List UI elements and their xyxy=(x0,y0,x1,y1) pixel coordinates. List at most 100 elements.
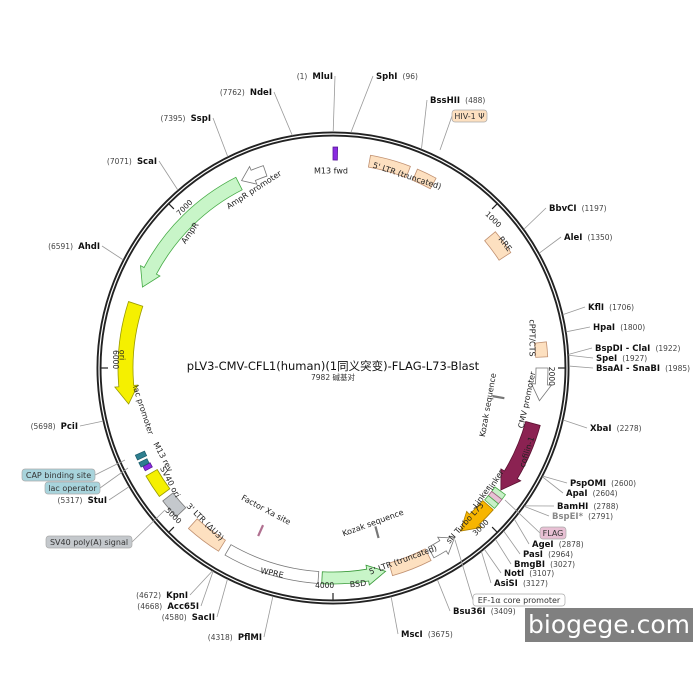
5-ltr-truncated-feature[interactable] xyxy=(367,154,411,179)
restriction-site-xbai[interactable]: XbaI (2278) xyxy=(590,424,642,434)
restriction-site-sspi[interactable]: (7395) SspI xyxy=(161,114,211,124)
restriction-site-spei[interactable]: SpeI (1927) xyxy=(596,354,647,364)
site-position: (3127) xyxy=(523,579,548,588)
site-name: ApaI xyxy=(566,489,588,499)
site-leader-line xyxy=(566,326,591,333)
restriction-site-scai[interactable]: (7071) ScaI xyxy=(107,157,157,167)
restriction-site-kpni[interactable]: (4672) KpnI xyxy=(136,591,188,601)
feature-label-cmv-promoter[interactable]: CMV promoter xyxy=(517,370,538,429)
sv40-ori-feature[interactable] xyxy=(145,468,171,498)
site-position: (3675) xyxy=(428,630,453,639)
restriction-site-sphi[interactable]: SphI (96) xyxy=(376,72,418,82)
callout-box[interactable] xyxy=(21,468,96,482)
restriction-site-kfli[interactable]: KflI (1706) xyxy=(588,303,634,313)
ef1a-core-promoter-feature[interactable] xyxy=(427,536,455,559)
restriction-site-acc65i[interactable]: (4668) Acc65I xyxy=(137,602,199,612)
restriction-site-bbvci[interactable]: BbvCI (1197) xyxy=(549,204,607,214)
restriction-site-agei[interactable]: AgeI (2878) xyxy=(532,540,584,550)
feature-label-factor-xa-site[interactable]: Factor Xa site xyxy=(240,493,292,527)
5-ltr-truncated-2-feature[interactable] xyxy=(388,548,432,577)
site-position: (3027) xyxy=(550,560,575,569)
restriction-site-ndei[interactable]: (7762) NdeI xyxy=(220,88,272,98)
factor-xa-site-mark[interactable] xyxy=(257,524,265,537)
restriction-site-bsshii[interactable]: BssHII (488) xyxy=(430,96,485,106)
restriction-site-mlui[interactable]: (1) MluI xyxy=(297,72,333,82)
sn-turbo-l73-feature[interactable] xyxy=(459,499,494,532)
restriction-site-bmgbi[interactable]: BmgBI (3027) xyxy=(514,560,575,570)
site-position: (3409) xyxy=(491,607,516,616)
callout-box[interactable] xyxy=(44,481,101,495)
callout-leader-line xyxy=(439,115,453,151)
restriction-site-pcii[interactable]: (5698) PciI xyxy=(31,422,78,432)
m13-rev-feature[interactable] xyxy=(142,462,153,472)
site-leader-line xyxy=(483,548,502,574)
ampr-promoter-feature[interactable] xyxy=(240,165,268,185)
linker-2-feature[interactable] xyxy=(484,495,499,509)
hiv-1-psi-feature[interactable] xyxy=(412,168,437,190)
callout-box[interactable] xyxy=(539,526,567,540)
site-name: KflI xyxy=(588,303,604,313)
tick-mark xyxy=(491,203,498,210)
bsd-feature[interactable] xyxy=(321,564,387,586)
lac-operator-feature[interactable] xyxy=(138,458,150,468)
3-ltr-feature[interactable] xyxy=(187,518,226,552)
wpre-feature[interactable] xyxy=(224,544,320,584)
restriction-site-pspomi[interactable]: PspOMI (2600) xyxy=(570,479,636,489)
site-position: (96) xyxy=(403,72,418,81)
site-name: NdeI xyxy=(250,88,272,98)
callout-label: lac operator xyxy=(48,484,97,493)
feature-label-kozak-sequence[interactable]: Kozak sequence xyxy=(478,372,498,437)
site-position: (7071) xyxy=(107,157,132,166)
restriction-site-pflmi[interactable]: (4318) PflMI xyxy=(208,633,262,643)
callout-box[interactable] xyxy=(45,535,133,549)
restriction-site-bspei-[interactable]: BspEI* (2791) xyxy=(552,512,613,522)
cppt-cts-feature[interactable] xyxy=(534,341,549,358)
restriction-site-apai[interactable]: ApaI (2604) xyxy=(566,489,618,499)
site-leader-line xyxy=(216,578,228,618)
site-position: (1706) xyxy=(609,303,634,312)
restriction-site-pasi[interactable]: PasI (2964) xyxy=(523,550,573,560)
restriction-site-bamhi[interactable]: BamHI (2788) xyxy=(557,502,618,512)
kozak-sequence-2-mark[interactable] xyxy=(374,526,380,539)
cmv-promoter-feature[interactable] xyxy=(530,367,553,402)
restriction-site-msci[interactable]: MscI (3675) xyxy=(401,630,453,640)
kozak-sequence-mark[interactable] xyxy=(492,395,505,400)
site-leader-line xyxy=(568,365,594,369)
restriction-site-asisi[interactable]: AsiSI (3127) xyxy=(494,579,548,589)
rre-feature[interactable] xyxy=(484,231,512,261)
ampr-feature[interactable] xyxy=(140,176,243,288)
site-leader-line xyxy=(523,207,547,230)
site-name: StuI xyxy=(88,496,107,506)
callout-box[interactable] xyxy=(451,109,488,123)
restriction-site-ahdi[interactable]: (6591) AhdI xyxy=(48,242,100,252)
feature-label-bsd[interactable]: BSD xyxy=(349,579,366,589)
restriction-site-bsu36i[interactable]: Bsu36I (3409) xyxy=(453,607,516,617)
feature-label-m13-fwd[interactable]: M13 fwd xyxy=(314,167,348,176)
tick-label: 2000 xyxy=(547,367,556,386)
cofilin-1-feature[interactable] xyxy=(500,420,541,491)
callout-leader-line xyxy=(454,539,474,601)
feature-label-kozak-sequence[interactable]: Kozak sequence xyxy=(341,508,405,539)
site-position: (2964) xyxy=(548,550,573,559)
restriction-site-alei[interactable]: AleI (1350) xyxy=(564,233,613,243)
restriction-site-noti[interactable]: NotI (3107) xyxy=(504,569,554,579)
tick-label: 1000 xyxy=(483,210,503,230)
feature-label-lac-promoter[interactable]: lac promoter xyxy=(131,384,156,436)
feature-label-ori[interactable]: ori xyxy=(118,350,127,360)
callout-label: HIV-1 Ψ xyxy=(454,112,484,121)
site-name: SphI xyxy=(376,72,397,82)
restriction-site-sacii[interactable]: (4580) SacII xyxy=(162,613,215,623)
site-position: (7762) xyxy=(220,88,245,97)
m13-fwd-feature[interactable] xyxy=(332,146,339,161)
cap-binding-site-feature[interactable] xyxy=(134,450,148,461)
site-position: (2788) xyxy=(593,502,618,511)
feature-label-cppt-cts[interactable]: cPPT/CTS xyxy=(528,319,537,356)
restriction-site-stui[interactable]: (5317) StuI xyxy=(58,496,107,506)
callout-box[interactable] xyxy=(472,593,566,607)
ori-feature[interactable] xyxy=(114,301,144,405)
tick-label: 4000 xyxy=(315,581,334,590)
restriction-site-bspdi-clai[interactable]: BspDI - ClaI (1922) xyxy=(595,344,680,354)
sv40-polya-feature[interactable] xyxy=(162,492,187,518)
restriction-site-bsaai-snabi[interactable]: BsaAI - SnaBI (1985) xyxy=(596,364,690,374)
restriction-site-hpai[interactable]: HpaI (1800) xyxy=(593,323,645,333)
